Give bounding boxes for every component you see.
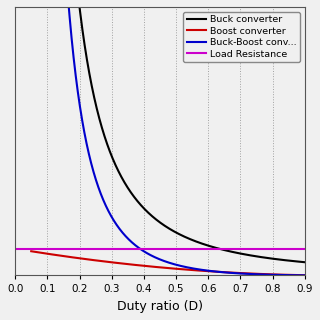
Buck-Boost conv...	[193, 267, 197, 271]
Boost converter	[79, 257, 83, 260]
Buck-Boost conv...	[233, 271, 237, 275]
Boost converter	[303, 273, 307, 277]
Buck-Boost conv...	[303, 273, 307, 277]
Buck-Boost conv...	[29, 5, 33, 9]
Buck converter	[193, 239, 197, 243]
Line: Buck converter: Buck converter	[31, 7, 305, 262]
Boost converter	[207, 269, 211, 273]
Buck-Boost conv...	[207, 269, 211, 273]
Line: Boost converter: Boost converter	[31, 251, 305, 275]
Buck converter	[207, 244, 211, 248]
Buck converter	[79, 16, 83, 20]
Buck converter	[254, 254, 258, 258]
Boost converter	[193, 268, 197, 272]
Buck converter	[134, 197, 138, 201]
Boost converter	[134, 263, 138, 267]
Boost converter	[254, 272, 258, 276]
Buck-Boost conv...	[79, 111, 83, 115]
Boost converter	[233, 271, 237, 275]
Legend: Buck converter, Boost converter, Buck-Boost conv..., Load Resistance: Buck converter, Boost converter, Buck-Bo…	[183, 12, 300, 62]
Buck converter	[29, 5, 33, 9]
Boost converter	[29, 249, 33, 253]
Buck-Boost conv...	[254, 272, 258, 276]
Buck converter	[233, 251, 237, 254]
Line: Buck-Boost conv...: Buck-Boost conv...	[31, 7, 305, 275]
Buck-Boost conv...	[134, 244, 138, 247]
X-axis label: Duty ratio (D): Duty ratio (D)	[117, 300, 203, 313]
Buck converter	[303, 260, 307, 264]
